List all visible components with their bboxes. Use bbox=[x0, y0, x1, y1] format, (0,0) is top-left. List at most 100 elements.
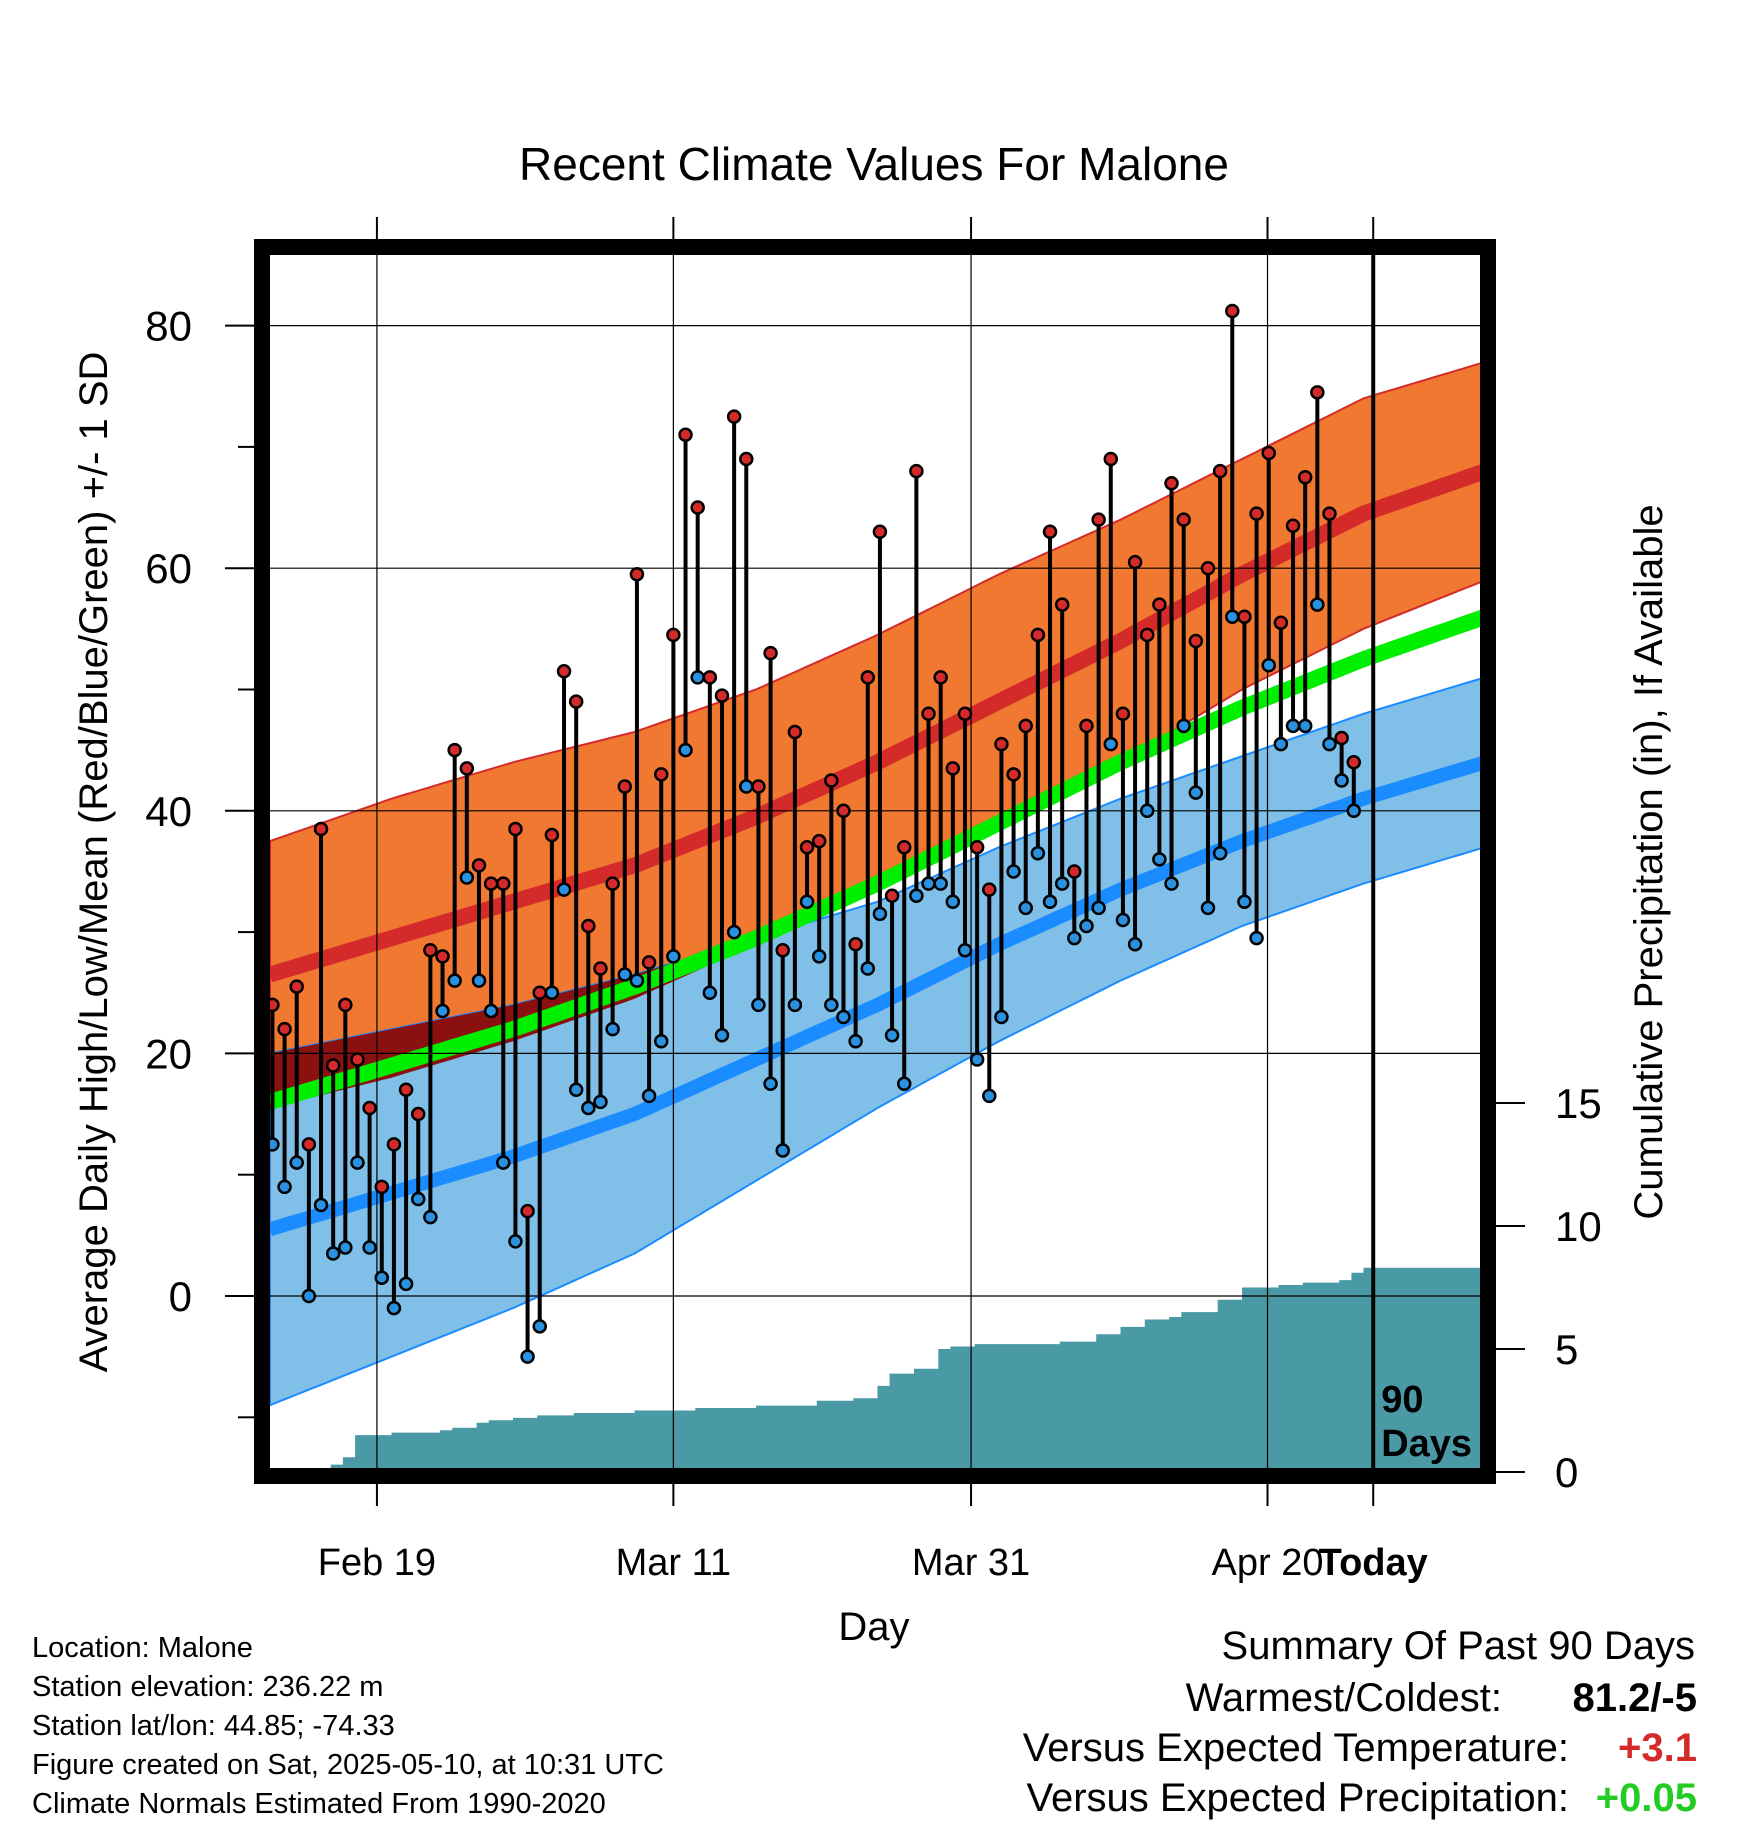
obs-low-point bbox=[726, 924, 742, 940]
y2-tick-label: 15 bbox=[1555, 1080, 1602, 1127]
overlap-band bbox=[270, 582, 1480, 1108]
high-mean-line bbox=[270, 464, 1480, 983]
obs-low-point bbox=[1091, 900, 1106, 916]
x-tick-label: Mar 11 bbox=[616, 1542, 731, 1584]
obs-high-point bbox=[1225, 303, 1240, 319]
today-marker-number: 90 bbox=[1381, 1379, 1423, 1421]
obs-high-point bbox=[605, 876, 620, 891]
obs-low-point bbox=[350, 1155, 365, 1170]
obs-low-point bbox=[1018, 900, 1033, 916]
obs-low-point bbox=[1261, 657, 1276, 673]
obs-low-point bbox=[1249, 930, 1264, 946]
obs-high-point bbox=[860, 670, 876, 685]
obs-high-point bbox=[884, 888, 900, 903]
obs-high-point bbox=[410, 1106, 426, 1122]
summary-precip-label: Versus Expected Precipitation: bbox=[1026, 1776, 1569, 1820]
obs-low-point bbox=[702, 985, 718, 1000]
obs-high-point bbox=[313, 821, 329, 837]
obs-high-point bbox=[520, 1203, 535, 1219]
plot-border bbox=[254, 239, 1496, 1484]
obs-low-point bbox=[1322, 736, 1337, 752]
plot-frame bbox=[225, 217, 1525, 1506]
obs-low-point bbox=[751, 997, 766, 1013]
obs-low-point bbox=[1200, 900, 1216, 916]
obs-low-point bbox=[714, 1027, 730, 1043]
obs-high-point bbox=[1091, 512, 1106, 527]
summary-title: Summary Of Past 90 Days bbox=[1221, 1624, 1695, 1668]
info-latlon: Station lat/lon: 44.85; -74.33 bbox=[32, 1710, 395, 1742]
obs-high-point bbox=[1261, 445, 1276, 461]
y2-tick-label: 5 bbox=[1555, 1326, 1578, 1373]
y-axis-label: Average Daily High/Low/Mean (Red/Blue/Gr… bbox=[72, 352, 116, 1373]
obs-high-point bbox=[617, 779, 633, 794]
obs-low-point bbox=[1346, 803, 1362, 819]
y2-tick-label: 0 bbox=[1555, 1449, 1578, 1496]
summary-precip-value: +0.05 bbox=[1595, 1776, 1697, 1820]
obs-low-point bbox=[617, 967, 633, 982]
obs-high-point bbox=[483, 876, 499, 891]
precip-area bbox=[330, 1267, 1480, 1468]
obs-low-point bbox=[581, 1100, 596, 1116]
obs-high-point bbox=[763, 645, 778, 661]
obs-low-point bbox=[678, 742, 693, 758]
obs-high-point bbox=[969, 839, 985, 855]
summary-temp-value: +3.1 bbox=[1618, 1726, 1697, 1770]
obs-low-point bbox=[884, 1027, 900, 1043]
obs-low-point bbox=[568, 1082, 584, 1098]
obs-low-point bbox=[739, 779, 754, 794]
y-tick-label: 40 bbox=[145, 788, 192, 835]
obs-high-point bbox=[957, 706, 973, 722]
obs-high-point bbox=[1310, 385, 1325, 400]
observations bbox=[265, 303, 1362, 1364]
x-tick-label: Mar 31 bbox=[912, 1542, 1030, 1584]
obs-low-point bbox=[471, 973, 487, 988]
obs-low-point bbox=[1139, 803, 1155, 819]
obs-high-point bbox=[556, 664, 572, 679]
obs-low-point bbox=[1212, 846, 1228, 861]
obs-low-point bbox=[896, 1076, 912, 1091]
obs-high-point bbox=[787, 724, 803, 740]
obs-high-point bbox=[386, 1137, 402, 1152]
obs-low-point bbox=[532, 1319, 547, 1334]
obs-low-point bbox=[386, 1300, 402, 1316]
obs-high-point bbox=[1249, 506, 1264, 521]
obs-low-point bbox=[338, 1240, 353, 1255]
obs-low-point bbox=[872, 906, 888, 922]
obs-high-point bbox=[921, 706, 936, 722]
obs-high-point bbox=[1006, 767, 1021, 782]
obs-low-point bbox=[1079, 918, 1094, 934]
obs-low-point bbox=[520, 1349, 535, 1364]
obs-low-point bbox=[860, 961, 876, 976]
obs-high-point bbox=[423, 943, 438, 958]
info-location: Location: Malone bbox=[32, 1632, 253, 1664]
obs-high-point bbox=[1237, 609, 1252, 624]
obs-high-point bbox=[568, 694, 584, 709]
obs-high-point bbox=[1042, 524, 1058, 540]
today-marker-unit: Days bbox=[1381, 1423, 1472, 1465]
obs-low-point bbox=[957, 943, 973, 958]
obs-high-point bbox=[325, 1058, 341, 1073]
obs-low-point bbox=[811, 949, 827, 964]
obs-high-point bbox=[496, 876, 511, 891]
low-mean-line bbox=[270, 756, 1480, 1236]
obs-low-point bbox=[325, 1246, 341, 1261]
obs-low-point bbox=[544, 985, 560, 1000]
obs-low-point bbox=[313, 1197, 329, 1213]
x-tick-label: Feb 19 bbox=[318, 1542, 436, 1584]
summary-warm-cold-label: Warmest/Coldest: bbox=[1185, 1676, 1502, 1720]
obs-low-point bbox=[1334, 773, 1349, 788]
obs-high-point bbox=[702, 670, 718, 685]
obs-low-point bbox=[1006, 864, 1021, 879]
obs-high-point bbox=[338, 997, 353, 1013]
obs-low-point bbox=[1067, 930, 1082, 946]
obs-low-point bbox=[641, 1088, 657, 1104]
obs-low-point bbox=[1115, 912, 1131, 928]
axis-labels: Recent Climate Values For Malone 0 20 40 60 8… bbox=[72, 138, 1671, 1649]
obs-high-point bbox=[301, 1137, 317, 1152]
obs-high-point bbox=[532, 985, 547, 1000]
obs-high-point bbox=[714, 688, 730, 703]
obs-high-point bbox=[739, 451, 754, 467]
obs-low-point bbox=[969, 1052, 985, 1067]
obs-low-point bbox=[398, 1276, 414, 1292]
obs-high-point bbox=[1079, 718, 1094, 734]
